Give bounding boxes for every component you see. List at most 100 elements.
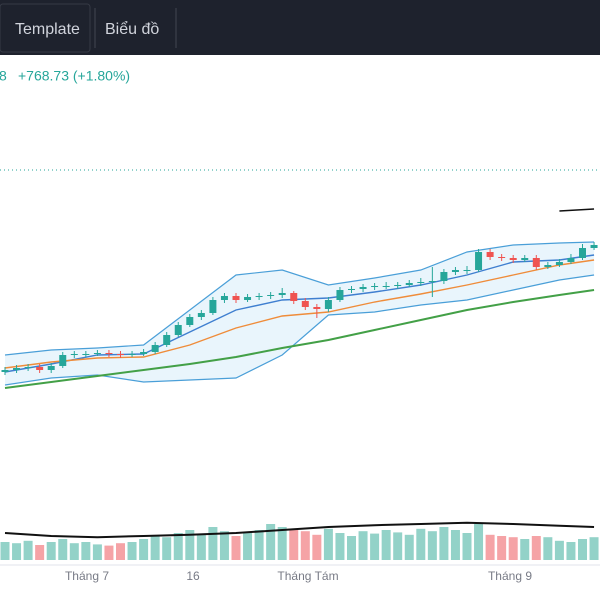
toolbar-item[interactable]: Biểu đồ xyxy=(105,20,159,38)
volume-bar xyxy=(393,532,403,560)
candle-body xyxy=(128,354,136,355)
band-upper xyxy=(4,241,595,356)
x-tick-label: Tháng Tám xyxy=(277,569,338,583)
volume-bar xyxy=(104,545,114,560)
volume-bar xyxy=(462,533,472,560)
candle-body xyxy=(371,286,379,287)
candle-body xyxy=(244,297,252,300)
price-tail: 8 xyxy=(0,68,7,84)
candle-body xyxy=(475,252,483,270)
candle-body xyxy=(1,370,9,372)
volume-bar xyxy=(162,537,172,560)
candle-body xyxy=(532,258,540,267)
volume-bar xyxy=(150,536,160,560)
volume-bar xyxy=(520,539,530,560)
volume-bar xyxy=(116,543,125,560)
toolbar xyxy=(0,0,600,55)
volume-bar xyxy=(578,539,587,560)
candle-body xyxy=(579,248,586,258)
volume-bar xyxy=(497,536,507,560)
volume-bar xyxy=(0,542,10,560)
volume-ma xyxy=(4,521,595,539)
volume-bar xyxy=(58,539,68,560)
candle-body xyxy=(24,367,32,368)
candle-body xyxy=(13,368,21,370)
candle-body xyxy=(278,293,286,295)
template-button[interactable] xyxy=(0,3,91,53)
candle-body xyxy=(290,293,298,301)
volume-bar xyxy=(323,528,333,560)
volume-bar xyxy=(185,530,195,560)
volume-bar xyxy=(358,531,368,560)
volume-bar xyxy=(92,544,102,560)
candle-body xyxy=(440,272,448,281)
volume-bar xyxy=(277,527,287,560)
candle-body xyxy=(117,354,124,355)
candle-body xyxy=(174,325,182,335)
volume-bar xyxy=(12,543,22,560)
volume-bar xyxy=(196,534,206,560)
volume-bar xyxy=(173,533,183,560)
toolbar-item[interactable]: Template xyxy=(15,21,80,38)
candle-body xyxy=(324,300,332,309)
candle-body xyxy=(220,296,228,300)
volume-bar xyxy=(427,531,437,560)
candle-body xyxy=(336,290,344,300)
candle-body xyxy=(359,287,367,289)
volume-bar xyxy=(46,542,56,560)
band-lower xyxy=(4,274,595,386)
candle-body xyxy=(140,352,148,354)
candle-body xyxy=(555,262,563,265)
candle-body xyxy=(498,257,506,258)
candle-body xyxy=(70,354,78,355)
x-tick-label: Tháng 7 xyxy=(65,569,109,583)
volume-bar xyxy=(219,531,229,560)
candle-body xyxy=(93,353,101,354)
candle-body xyxy=(590,245,598,248)
volume-bar xyxy=(231,536,241,560)
x-tick-label: 16 xyxy=(186,569,200,583)
candle-body xyxy=(47,366,55,370)
candle-body xyxy=(451,270,459,272)
volume-bar xyxy=(312,534,322,560)
volume-bar xyxy=(208,527,218,560)
candle-body xyxy=(163,335,171,345)
volume-bar xyxy=(69,543,79,560)
volume-bar xyxy=(243,533,253,560)
volume-bar xyxy=(35,545,45,560)
candle-body xyxy=(197,313,205,317)
volume-bar xyxy=(266,524,276,560)
volume-bar xyxy=(81,542,91,560)
candle-body xyxy=(521,258,529,260)
candle-body xyxy=(544,265,552,267)
volume-bar xyxy=(508,537,518,560)
candle-body xyxy=(567,258,575,262)
volume-bar xyxy=(439,527,449,560)
candle-body xyxy=(105,353,113,354)
volume-bar xyxy=(139,539,149,560)
volume-bar xyxy=(370,533,380,560)
volume-bar xyxy=(127,542,137,560)
indicator-line xyxy=(559,208,595,212)
candle-body xyxy=(36,367,44,370)
candle-body xyxy=(209,300,217,313)
candle-body xyxy=(186,317,194,325)
candle-body xyxy=(151,345,159,352)
volume-bar xyxy=(347,536,356,560)
candle-body xyxy=(509,258,517,260)
volume-bar xyxy=(254,530,264,560)
candle-body xyxy=(348,289,355,290)
candle-body xyxy=(394,285,402,286)
volume-bar xyxy=(566,542,576,560)
volume-bar xyxy=(589,537,599,560)
volume-bar xyxy=(335,533,345,560)
volume-bar xyxy=(381,530,391,560)
volume-bar xyxy=(474,524,484,560)
volume-bar xyxy=(289,530,299,560)
price-change: +768.73 (+1.80%) xyxy=(18,68,130,84)
volume-bar xyxy=(554,540,564,560)
volume-bar xyxy=(416,528,426,560)
candle-body xyxy=(232,296,240,300)
candle-body xyxy=(417,282,425,283)
